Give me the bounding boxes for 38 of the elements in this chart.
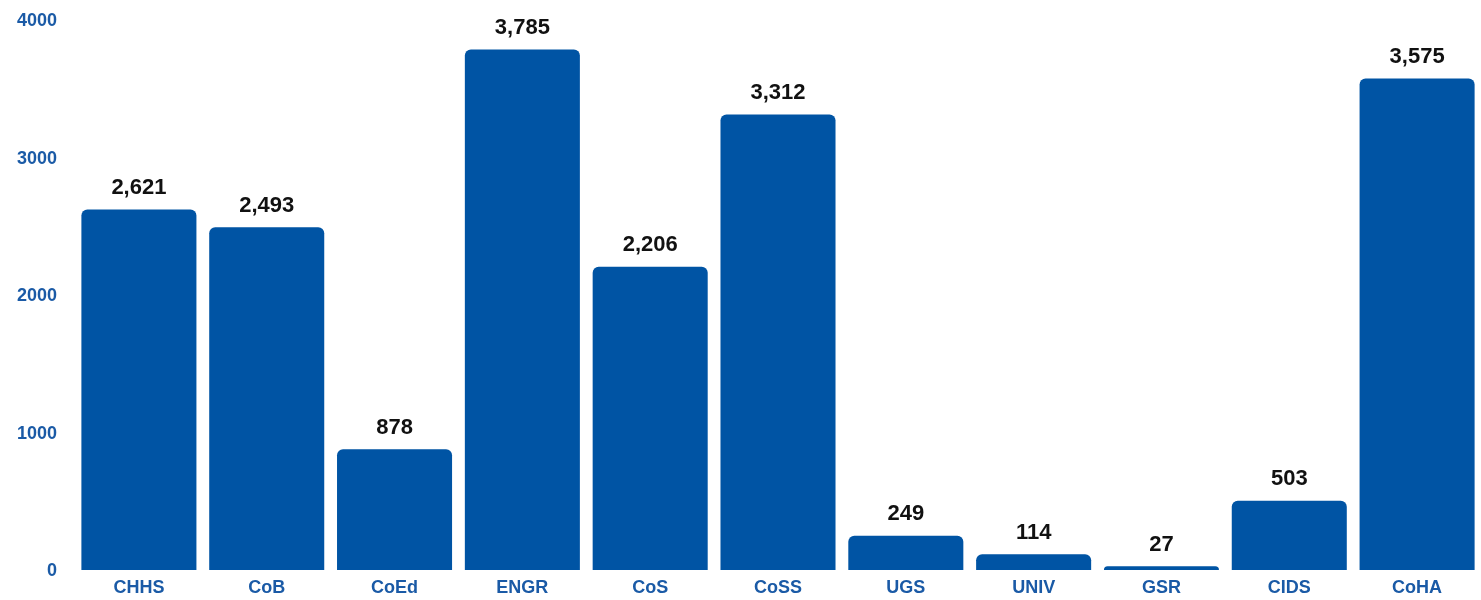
bar [976,554,1092,570]
x-tick-label: UNIV [1012,577,1056,597]
x-tick-label: CHHS [113,577,165,597]
bar [337,449,453,570]
x-tick-label: GSR [1141,577,1181,597]
x-tick-label: CoS [632,577,669,597]
y-tick-label: 0 [46,560,57,580]
data-label: 3,575 [1389,42,1445,68]
bar [848,535,964,570]
bar [1359,78,1475,570]
x-tick-label: CoB [248,577,286,597]
data-label: 3,785 [494,14,550,40]
data-label: 2,206 [622,231,678,257]
y-tick-label: 4000 [16,10,57,30]
data-label: 2,621 [111,174,167,200]
data-label: 27 [1149,530,1174,556]
x-tick-label: CIDS [1267,577,1311,597]
bar [81,209,197,570]
bar [720,114,836,570]
y-tick-label: 1000 [16,422,57,443]
bar [1103,566,1219,570]
y-tick-label: 3000 [16,147,57,168]
data-label: 3,312 [750,79,806,105]
bar [592,266,708,570]
data-label: 114 [1015,518,1053,544]
bar [209,227,325,570]
x-tick-label: CoHA [1392,577,1443,597]
data-label: 503 [1270,465,1308,491]
bar [464,49,580,570]
bar [1231,500,1347,570]
x-tick-label: UGS [886,577,926,597]
data-label: 878 [376,413,413,439]
data-label: 2,493 [239,191,295,217]
x-tick-label: ENGR [496,577,549,597]
x-tick-label: CoSS [753,577,803,597]
data-label: 249 [887,500,925,526]
x-tick-label: CoEd [371,577,419,597]
y-tick-label: 2000 [16,285,57,305]
